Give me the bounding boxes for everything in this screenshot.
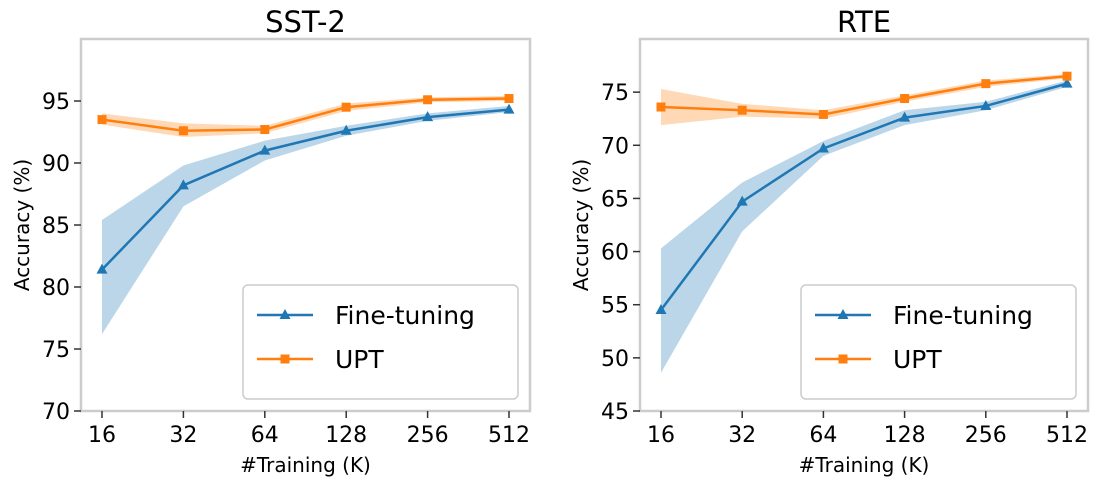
x-axis-label: #Training (K)	[240, 453, 371, 477]
y-tick-label: 70	[601, 134, 629, 159]
y-tick-label: 50	[601, 347, 629, 372]
data-point-2-6	[504, 94, 514, 104]
data-point-1-2	[736, 195, 748, 206]
data-point-1-6	[1061, 77, 1073, 88]
x-tick-label: 16	[88, 423, 116, 448]
data-point-2-2	[178, 126, 188, 136]
legend-marker-triangle	[279, 309, 291, 319]
chart-title: RTE	[837, 5, 891, 39]
y-axis-label: Accuracy (%)	[10, 159, 34, 291]
data-point-2-1	[97, 115, 107, 125]
data-point-2-5	[423, 95, 433, 105]
data-point-2-4	[341, 102, 351, 112]
y-tick-label: 85	[42, 214, 70, 239]
y-tick-label: 70	[42, 400, 70, 425]
legend-box	[800, 284, 1077, 400]
data-point-1-4	[899, 111, 911, 122]
data-point-2-6	[1062, 71, 1072, 81]
legend: Fine-tuning UPT	[800, 284, 1077, 400]
y-tick-label: 55	[601, 294, 629, 319]
x-tick-label: 64	[809, 423, 837, 448]
legend: Fine-tuning UPT	[242, 284, 519, 400]
y-axis-label: Accuracy (%)	[569, 159, 593, 291]
x-axis-label: #Training (K)	[799, 453, 930, 477]
data-point-2-3	[260, 125, 270, 135]
x-tick-label: 16	[647, 423, 675, 448]
plot-frame	[638, 37, 1090, 413]
x-tick-label: 128	[884, 423, 926, 448]
legend-box	[242, 284, 519, 400]
legend-marker-square	[280, 354, 290, 364]
data-point-1-3	[817, 142, 829, 153]
x-tick-label: 512	[1046, 423, 1088, 448]
x-tick-label: 64	[251, 423, 279, 448]
legend-marker-triangle	[837, 309, 849, 319]
x-tick-label: 256	[407, 423, 449, 448]
data-point-2-3	[818, 109, 828, 119]
data-point-1-4	[340, 124, 352, 135]
legend-label: Fine-tuning	[893, 301, 1033, 330]
x-tick-label: 32	[728, 423, 756, 448]
series-band-1	[661, 80, 1067, 373]
x-tick-label: 512	[488, 423, 530, 448]
series-band-2	[102, 96, 509, 137]
y-tick-label: 60	[601, 241, 629, 266]
x-tick-label: 256	[965, 423, 1007, 448]
data-point-1-5	[980, 99, 992, 110]
legend-marker-square	[838, 354, 848, 364]
y-tick-label: 45	[601, 400, 629, 425]
legend-label: Fine-tuning	[335, 301, 475, 330]
x-tick-label: 128	[325, 423, 367, 448]
x-tick-label: 32	[169, 423, 197, 448]
data-point-2-5	[981, 79, 991, 89]
series-line-1	[101, 108, 510, 271]
data-point-1-2	[177, 179, 189, 190]
data-point-1-1	[655, 304, 667, 315]
data-point-1-1	[96, 263, 108, 274]
chart-panel-2: 45 50 55 60 65 70 75 16 32 64 128 256 512 RTE #Trainin…	[569, 5, 1090, 477]
legend-label: UPT	[335, 345, 384, 374]
chart-panel-1: 70 75 80 85 90 95 16 32 64 128 256 512 SST-2 #Trainin…	[10, 5, 532, 477]
series-band-1	[102, 105, 509, 335]
y-tick-label: 80	[42, 276, 70, 301]
data-point-1-5	[422, 111, 434, 122]
series-line-2	[101, 97, 510, 133]
series-line-1	[659, 82, 1068, 311]
y-tick-label: 75	[601, 81, 629, 106]
data-point-2-4	[900, 94, 910, 104]
data-point-2-1	[656, 102, 666, 112]
legend-label: UPT	[893, 345, 942, 374]
y-tick-label: 95	[42, 90, 70, 115]
series-line-2	[660, 74, 1068, 116]
y-tick-label: 90	[42, 152, 70, 177]
y-tick-label: 65	[601, 187, 629, 212]
data-point-1-6	[503, 103, 515, 114]
data-point-2-2	[737, 105, 747, 115]
y-tick-label: 75	[42, 338, 70, 363]
chart-title: SST-2	[265, 5, 346, 39]
data-point-1-3	[259, 144, 271, 155]
